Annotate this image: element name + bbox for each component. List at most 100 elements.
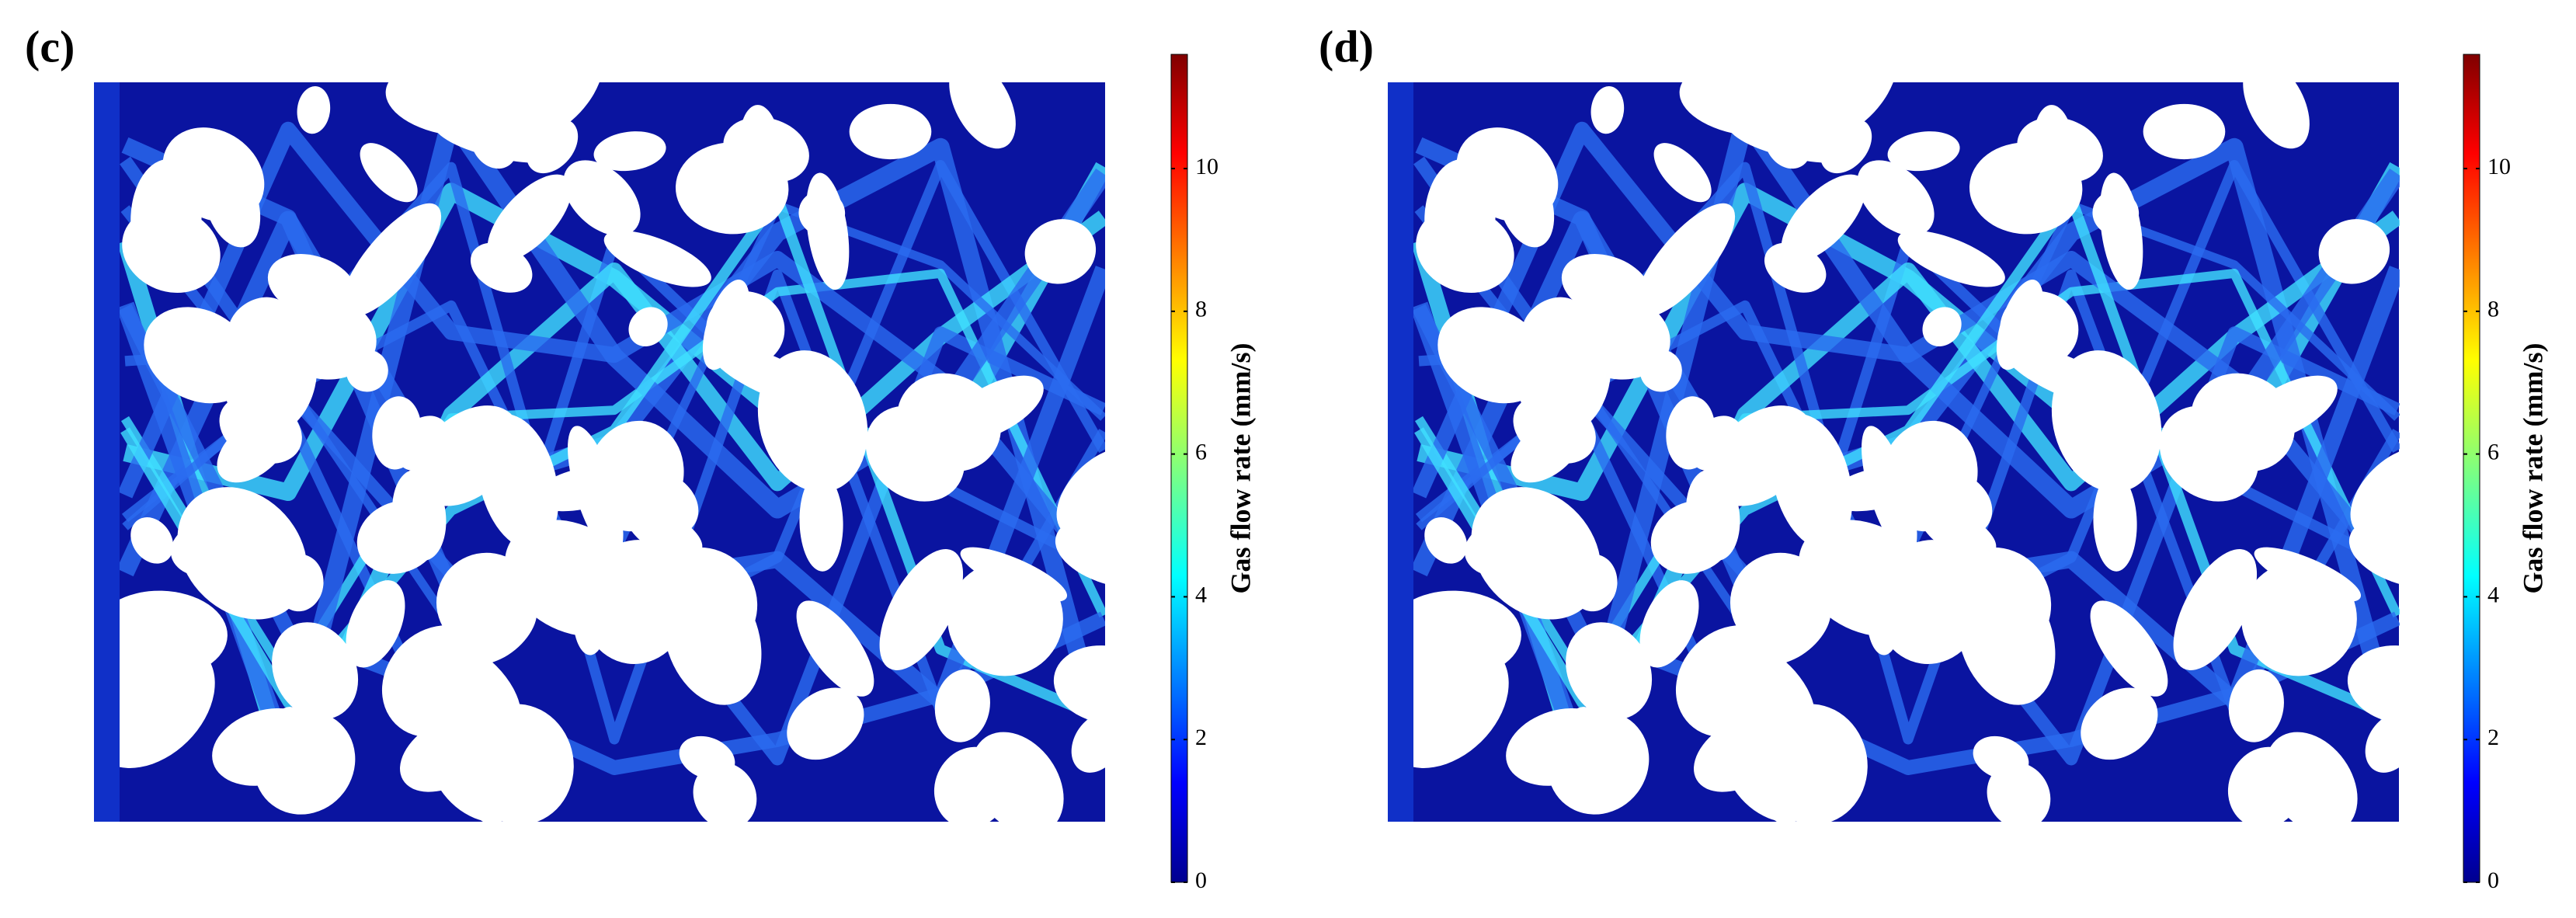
pore-solid — [2243, 82, 2310, 149]
colorbar-tick-label: 6 — [1195, 440, 1207, 465]
pore-solid — [177, 487, 308, 620]
pore-solid — [2241, 561, 2357, 676]
pore-solid — [1798, 520, 1934, 637]
pore-solid — [1922, 307, 1962, 347]
panel-label: (c) — [25, 21, 75, 71]
pore-solid — [1388, 590, 1521, 678]
pore-solid — [1879, 420, 1978, 532]
flow-field — [1388, 82, 2400, 822]
pore-solid — [798, 190, 846, 236]
pore-solid — [1828, 465, 1925, 512]
pore-solid — [1866, 581, 1901, 655]
pore-solid — [2227, 746, 2304, 822]
pore-solid — [534, 465, 631, 512]
pore-solid — [1857, 160, 1935, 236]
pore-solid — [879, 549, 964, 670]
pore-solid — [2190, 373, 2295, 472]
colorbar-tick-label: 4 — [2487, 582, 2499, 607]
pore-solid — [947, 561, 1063, 676]
pore-solid — [586, 420, 684, 532]
pore-solid — [1424, 517, 1468, 564]
pore-solid — [628, 307, 668, 347]
pore-solid — [799, 473, 843, 572]
pore-solid — [2017, 116, 2103, 183]
pore-solid — [709, 343, 829, 408]
pore-solid — [1764, 116, 1812, 169]
pore-solid — [1675, 625, 1788, 738]
pore-solid — [796, 600, 874, 697]
pore-solid — [266, 707, 318, 804]
pore-solid — [663, 571, 762, 705]
pore-solid — [787, 687, 864, 760]
pore-solid — [723, 116, 809, 183]
pore-solid — [272, 622, 359, 720]
pore-solid — [1650, 500, 1735, 574]
pore-solid — [1708, 405, 1814, 506]
pore-solid — [1056, 447, 1105, 538]
flow-field — [94, 82, 1105, 822]
colorbar-tick-label: 10 — [2487, 154, 2511, 179]
colorbar-tick-label: 2 — [1195, 725, 1207, 750]
pore-solid — [2003, 343, 2123, 408]
pore-solid — [679, 735, 735, 780]
pore-solid — [1635, 203, 1736, 318]
pore-solid — [2173, 549, 2258, 670]
colorbar — [1170, 54, 1188, 883]
pore-solid — [1416, 207, 1514, 293]
colorbar-tick-label: 10 — [1195, 154, 1218, 179]
pore-solid — [487, 174, 572, 263]
pore-solid — [1887, 131, 1960, 172]
pore-solid — [933, 746, 1010, 822]
pore-solid — [2365, 713, 2400, 773]
pore-solid — [372, 396, 422, 470]
pore-solid — [1781, 174, 1866, 263]
pore-solid — [2347, 645, 2400, 724]
pore-solid — [2143, 103, 2226, 160]
pore-solid — [341, 203, 442, 318]
colorbar-title: Gas flow rate (mm/s) — [2517, 343, 2548, 594]
pore-solid — [360, 143, 418, 203]
pore-solid — [702, 280, 750, 370]
pore-solid — [1513, 395, 1596, 464]
pore-solid — [1957, 571, 2056, 705]
pore-solid — [593, 131, 666, 172]
pore-solid — [1559, 707, 1612, 804]
pore-solid — [470, 116, 518, 169]
pore-solid — [297, 85, 331, 134]
pore-solid — [2318, 219, 2390, 284]
pore-solid — [94, 590, 228, 678]
colorbar-tick-label: 6 — [2487, 440, 2499, 465]
panel-label: (d) — [1319, 21, 1374, 71]
pore-solid — [504, 520, 640, 637]
pore-solid — [1053, 645, 1105, 724]
pore-solid — [414, 405, 520, 506]
pore-solid — [381, 625, 494, 738]
colorbar-tick-label: 0 — [1195, 868, 1207, 893]
pore-solid — [2092, 190, 2140, 236]
pore-solid — [162, 127, 265, 222]
pore-solid — [122, 207, 221, 293]
colorbar-tick-label: 8 — [2487, 297, 2499, 322]
pore-solid — [1799, 82, 1897, 139]
pore-solid — [934, 669, 990, 742]
pore-solid — [1666, 396, 1716, 470]
pore-solid — [2350, 447, 2400, 538]
pore-solid — [1521, 297, 1583, 353]
pore-solid — [563, 160, 641, 236]
pore-solid — [506, 82, 603, 139]
pore-solid — [1820, 118, 1872, 174]
pore-solid — [1639, 580, 1699, 668]
pore-solid — [1764, 242, 1827, 293]
pore-solid — [603, 230, 711, 287]
pore-solid — [2081, 687, 2158, 760]
pore-solid — [2228, 669, 2284, 742]
pore-solid — [228, 297, 290, 353]
colorbar-tick-label: 2 — [2487, 725, 2499, 750]
pore-solid — [1561, 254, 1651, 318]
inlet — [1388, 82, 1413, 822]
pore-solid — [1996, 280, 2044, 370]
pore-solid — [849, 103, 932, 160]
pore-solid — [130, 517, 174, 564]
pore-solid — [470, 242, 533, 293]
pore-solid — [219, 395, 302, 464]
